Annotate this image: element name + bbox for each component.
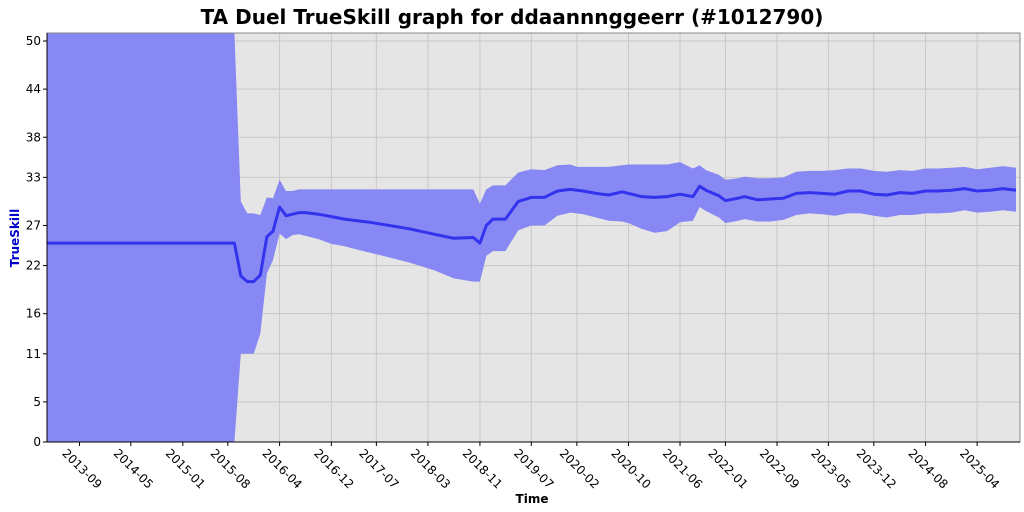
mean-trueskill-line <box>47 184 1017 284</box>
mean-line-path <box>47 184 1017 284</box>
y-tick-label: 5 <box>33 395 41 409</box>
y-tick-label: 27 <box>26 218 41 232</box>
x-tick-label: 2016-12 <box>311 446 356 491</box>
x-tick-label: 2017-07 <box>356 446 401 491</box>
x-tick-label: 2019-07 <box>511 446 556 491</box>
y-axis-label: TrueSkill <box>8 209 22 267</box>
y-tick-label: 33 <box>26 170 41 184</box>
y-tick-labels: 0 5 11 16 22 27 33 38 44 50 <box>26 34 47 449</box>
y-tick-label: 22 <box>26 259 41 273</box>
y-tick-label: 11 <box>26 347 41 361</box>
uncertainty-band <box>47 33 1016 442</box>
x-tick-label: 2024-08 <box>905 446 950 491</box>
axes <box>46 32 1021 443</box>
x-tick-label: 2016-04 <box>259 446 304 491</box>
chart-title: TA Duel TrueSkill graph for ddaannnggeer… <box>201 5 824 29</box>
x-tick-labels: 2013-09 2014-05 2015-01 2015-08 2016-04 2016-… <box>59 442 1002 492</box>
y-tick-label: 38 <box>26 130 41 144</box>
x-tick-label: 2014-05 <box>111 446 156 491</box>
x-tick-label: 2018-11 <box>460 446 505 491</box>
x-tick-label: 2023-05 <box>808 446 853 491</box>
x-tick-label: 2025-04 <box>957 446 1002 491</box>
y-tick-label: 16 <box>26 307 41 321</box>
x-tick-label: 2022-01 <box>705 446 750 491</box>
x-tick-label: 2020-02 <box>557 446 602 491</box>
x-tick-label: 2020-10 <box>608 446 653 491</box>
x-tick-label: 2015-08 <box>208 446 253 491</box>
x-tick-label: 2022-09 <box>757 446 802 491</box>
x-axis-label: Time <box>516 492 549 506</box>
x-tick-label: 2013-09 <box>59 446 104 491</box>
x-tick-label: 2018-03 <box>408 446 453 491</box>
y-tick-label: 0 <box>33 435 41 449</box>
uncertainty-band-area <box>47 33 1016 442</box>
x-tick-label: 2021-06 <box>660 446 705 491</box>
x-tick-label: 2023-12 <box>854 446 899 491</box>
y-tick-label: 44 <box>26 82 41 96</box>
y-tick-label: 50 <box>26 34 41 48</box>
x-tick-label: 2015-01 <box>163 446 208 491</box>
